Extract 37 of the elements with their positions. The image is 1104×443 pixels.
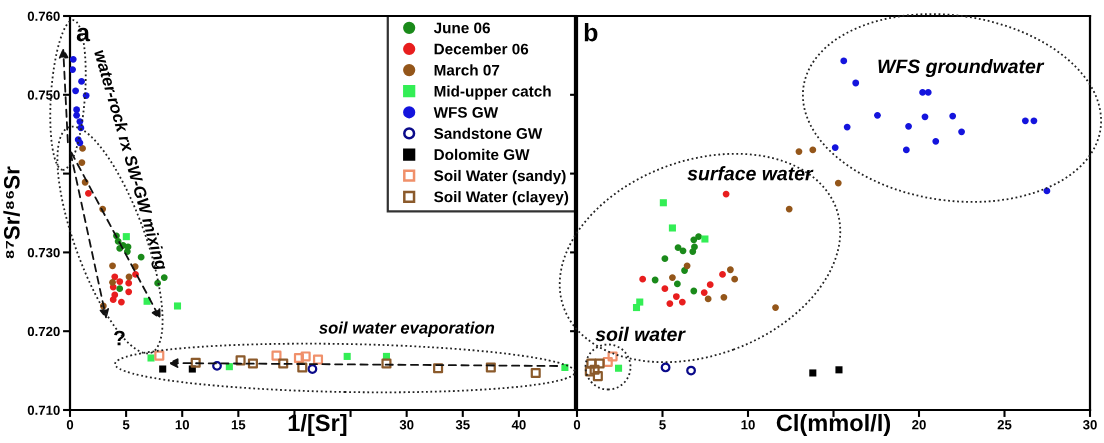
legend-label: Soil Water (sandy) (434, 169, 566, 185)
x-axis-title: 1/[Sr] (288, 413, 347, 436)
annotation: surface water (687, 166, 814, 181)
annotation: soil water (595, 326, 686, 342)
y-tick-label: 0.710 (27, 405, 60, 415)
legend-label: Soil Water (clayey) (434, 191, 569, 206)
annotation: soil water evaporation (319, 321, 495, 337)
y-axis-title: ⁸⁷Sr/⁸⁶Sr (3, 166, 20, 259)
x-tick-label: 25 (997, 420, 1012, 430)
chart-title: a (76, 27, 91, 42)
x-tick-label: 30 (399, 420, 414, 430)
legend-label: Sandstone GW (434, 127, 543, 139)
x-tick-label: 0 (66, 420, 74, 430)
x-axis-title: Cl(mmol/l) (776, 413, 891, 436)
x-tick-label: 15 (231, 420, 246, 430)
x-tick-label: 30 (1082, 420, 1097, 430)
x-tick-label: 0 (573, 420, 581, 430)
y-tick-label: 0.720 (27, 326, 60, 337)
y-tick-label: 0.750 (27, 90, 60, 100)
legend-label: Dolomite GW (434, 148, 530, 161)
x-tick-label: 40 (511, 420, 526, 430)
chart-title: b (584, 23, 598, 42)
legend-label: WFS GW (433, 106, 499, 118)
x-tick-label: 5 (659, 420, 666, 430)
x-tick-label: 10 (175, 420, 190, 430)
legend-label: June 06 (433, 22, 490, 34)
annotation: WFS groundwater (878, 58, 1045, 78)
x-tick-label: 5 (122, 420, 130, 430)
x-tick-label: 10 (741, 420, 755, 430)
legend-label: March 07 (434, 64, 500, 76)
annotation: ? (114, 330, 125, 346)
y-tick-label: 0.760 (27, 11, 60, 21)
x-tick-label: 35 (455, 420, 470, 430)
x-tick-label: 20 (912, 420, 926, 430)
legend-label: Mid-upper catch (434, 85, 551, 100)
legend-label: December 06 (434, 43, 529, 55)
y-tick-label: 0.730 (27, 247, 60, 258)
